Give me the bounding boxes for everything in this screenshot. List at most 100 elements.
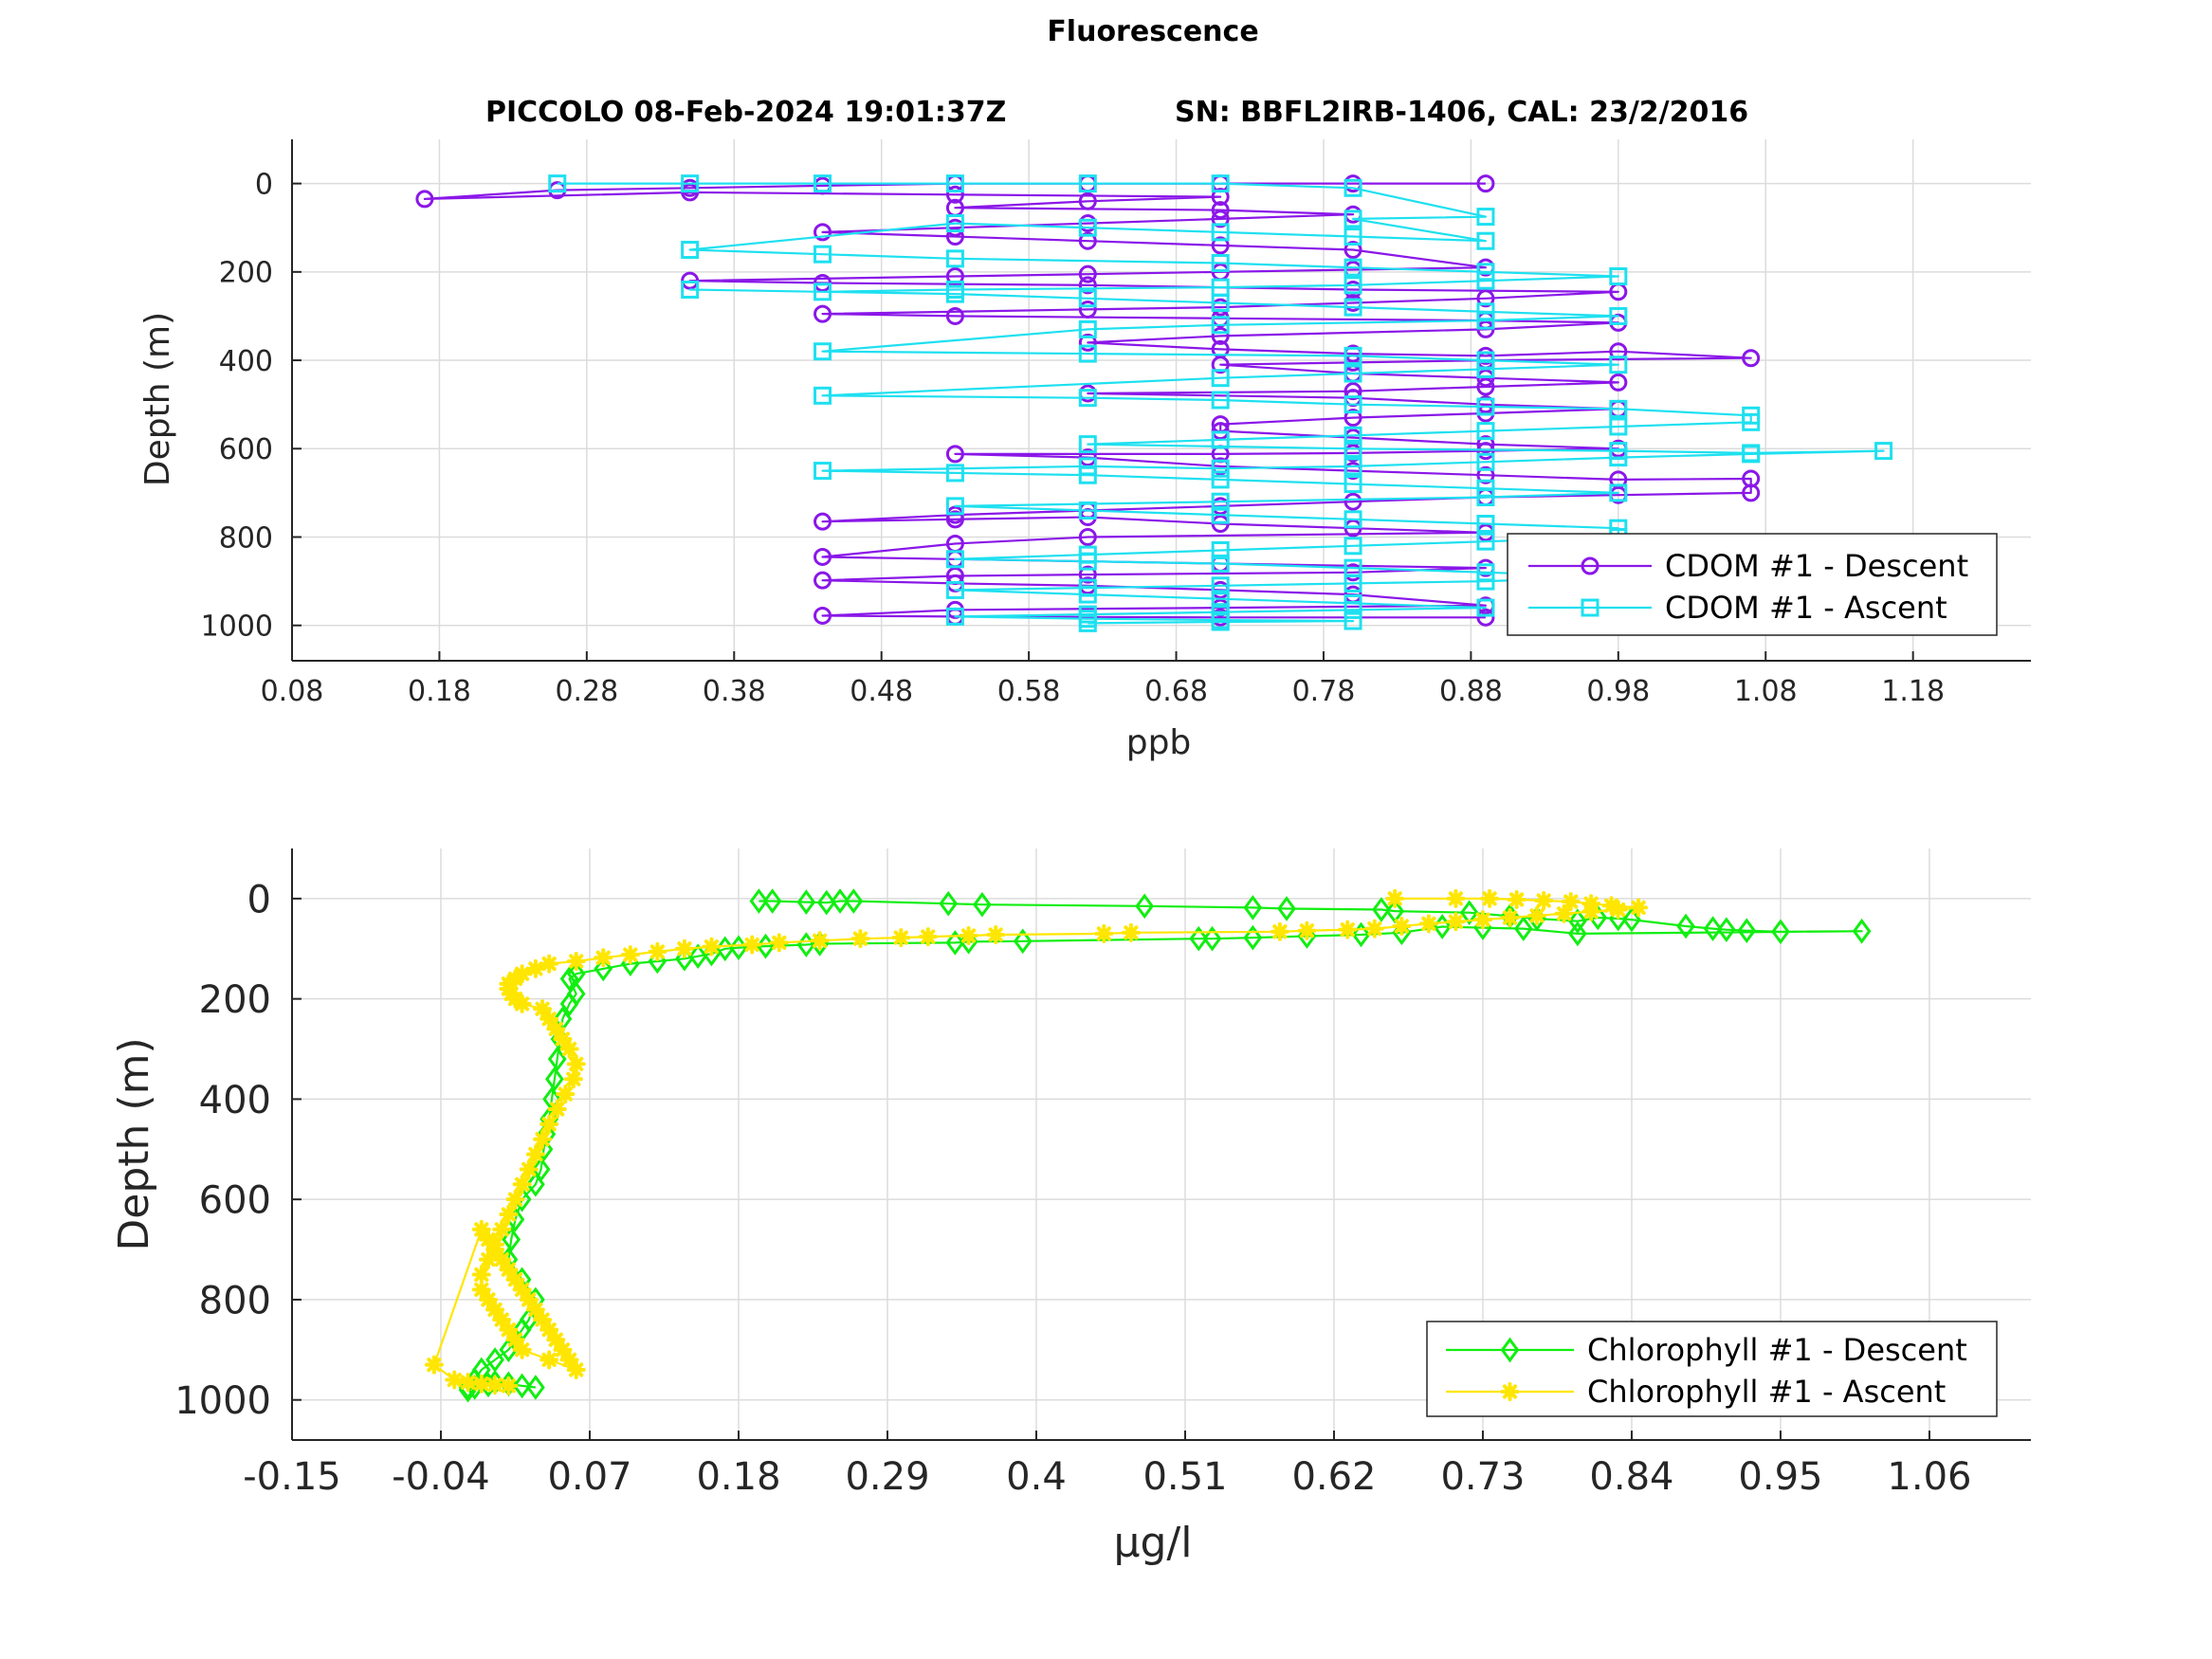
chlorophyll-axes: -0.15 -0.04 0.07 0.18 0.29 0.4 0.51 0.62 0.73 0.8…: [174, 848, 2031, 1499]
chlorophyll-series-0-point: [1013, 928, 1033, 955]
cdom-series-1-point: [1609, 483, 1628, 502]
chlorophyll-series-0-point: [1737, 918, 1757, 944]
chlorophyll-series-1-point: [620, 945, 640, 965]
cdom-series-1-point: [945, 214, 964, 233]
chlorophyll-x-tick-label: 0.62: [1291, 1455, 1376, 1499]
cdom-series-0-point: [1609, 342, 1628, 361]
cdom-series-1-point: [1742, 412, 1761, 431]
cdom-series-0-point: [1211, 236, 1230, 255]
chlorophyll-series-1-point: [505, 1269, 525, 1289]
chlorophyll-series-0-point: [594, 956, 613, 982]
cdom-x-tick-label: 0.88: [1439, 675, 1503, 708]
chlorophyll-series-1-point: [1418, 914, 1438, 934]
chlorophyll-series-1-point: [471, 1265, 491, 1285]
chlorophyll-series-1-point: [533, 1310, 553, 1330]
cdom-series-1-point: [1344, 346, 1362, 365]
chlorophyll-series-1-point: [499, 1320, 519, 1340]
chlorophyll-series-1-point: [1561, 892, 1581, 912]
chlorophyll-series-0-point: [1243, 924, 1263, 951]
cdom-series-1-point: [1609, 356, 1628, 374]
cdom-series-0-point: [814, 223, 832, 242]
cdom-series-0-point: [1344, 492, 1362, 511]
cdom-series-1-point: [814, 245, 832, 264]
chlorophyll-series-0-point: [1703, 916, 1723, 941]
chlorophyll-series-0-point: [545, 1066, 564, 1092]
chlorophyll-series-1-point: [1472, 910, 1492, 930]
chlorophyll-series-0-point: [1622, 906, 1641, 933]
chlorophyll-series-1-point: [478, 1230, 498, 1249]
cdom-legend-marker-0: [1581, 556, 1600, 575]
chlorophyll-series-0-point: [749, 888, 769, 914]
cdom-x-tick-label: 0.58: [997, 675, 1061, 708]
chlorophyll-series-1-point: [499, 1376, 519, 1395]
cdom-series-0-point: [1211, 188, 1230, 207]
chlorophyll-series-1-point: [1297, 921, 1317, 940]
cdom-series-1-point: [1211, 576, 1230, 595]
cdom-series-0-point: [1211, 326, 1230, 345]
cdom-series-1-point: [1078, 613, 1097, 632]
chlorophyll-series-0-point: [1372, 897, 1391, 922]
cdom-legend-label-0: CDOM #1 - Descent: [1665, 548, 1968, 584]
cdom-series-1-point: [814, 174, 832, 193]
chlorophyll-y-tick-label: 1000: [174, 1379, 271, 1423]
cdom-series-0-point: [1211, 210, 1230, 228]
chlorophyll-series-1-point: [539, 954, 559, 974]
cdom-series-0-point: [1742, 483, 1761, 502]
cdom-series-0-point: [1476, 435, 1495, 454]
cdom-series-1-point: [1476, 422, 1495, 441]
chlorophyll-series-1-point: [553, 1029, 573, 1048]
chlorophyll-series-0-point: [1135, 893, 1155, 920]
cdom-series-0-point: [1211, 356, 1230, 374]
cdom-series-0-point: [1476, 377, 1495, 396]
cdom-series-1-point: [1344, 178, 1362, 197]
cdom-series-0-point: [1742, 349, 1761, 368]
cdom-series-1-point: [945, 497, 964, 516]
chlorophyll-y-tick-label: 200: [199, 978, 271, 1022]
chlorophyll-series-1-point: [519, 1289, 539, 1309]
chlorophyll-series-1-point: [512, 994, 532, 1013]
cdom-series-1-point: [1211, 459, 1230, 478]
cdom-series-0-point: [945, 185, 964, 204]
figure-subtitle-right: SN: BBFL2IRB-1406, CAL: 23/2/2016: [1175, 96, 1748, 129]
chlorophyll-series-1-point: [1534, 890, 1554, 910]
chlorophyll-series-1-point: [1608, 900, 1628, 920]
cdom-series-0-point: [945, 445, 964, 464]
chlorophyll-series-1-point: [1629, 898, 1649, 918]
chlorophyll-y-axis-label: Depth (m): [110, 1037, 158, 1250]
chlorophyll-series-1-point: [918, 927, 938, 947]
chlorophyll-series-1-point: [1500, 907, 1520, 927]
chlorophyll-series-1-point: [553, 1340, 573, 1359]
chlorophyll-series-1-point: [566, 1359, 586, 1379]
cdom-series-1-point: [945, 174, 964, 193]
cdom-series-1-point: [945, 580, 964, 599]
chlorophyll-series-1-point: [1094, 923, 1114, 943]
chlorophyll-series-0-point: [547, 1046, 567, 1072]
cdom-series-1-point: [1476, 208, 1495, 227]
chlorophyll-x-tick-label: 0.29: [845, 1455, 929, 1499]
chlorophyll-x-tick-label: 1.06: [1887, 1455, 1971, 1499]
chlorophyll-legend-marker-1: [1500, 1382, 1520, 1401]
cdom-series-1-point: [1344, 426, 1362, 445]
chlorophyll-series-0-point: [1277, 896, 1296, 921]
chlorophyll-series-0-point: [762, 888, 782, 914]
cdom-series-0-point: [945, 510, 964, 529]
cdom-series-1-point: [1476, 598, 1495, 617]
chlorophyll-series-1-point: [485, 1300, 505, 1320]
cdom-series-1-point: [1344, 510, 1362, 529]
chlorophyll-series-1-point: [810, 931, 830, 951]
cdom-series-1-point: [1344, 611, 1362, 630]
cdom-x-tick-label: 0.38: [703, 675, 766, 708]
cdom-series-0-point: [1476, 465, 1495, 484]
chlorophyll-series-1-point: [1601, 896, 1621, 916]
cdom-series-0-point: [1078, 191, 1097, 210]
chlorophyll-series-1-point: [499, 1260, 519, 1280]
chlorophyll-series-0-point: [973, 891, 992, 918]
chlorophyll-series-0-point: [1189, 925, 1209, 952]
cdom-series-1-point: [1078, 218, 1097, 237]
chlorophyll-legend-box: [1426, 1321, 1998, 1417]
cdom-series-0-point: [1609, 373, 1628, 392]
chlorophyll-x-tick-label: 0.51: [1143, 1455, 1227, 1499]
cdom-legend-box: [1507, 533, 1998, 636]
cdom-series-1-point: [1211, 254, 1230, 273]
cdom-series-1-point: [1211, 316, 1230, 335]
